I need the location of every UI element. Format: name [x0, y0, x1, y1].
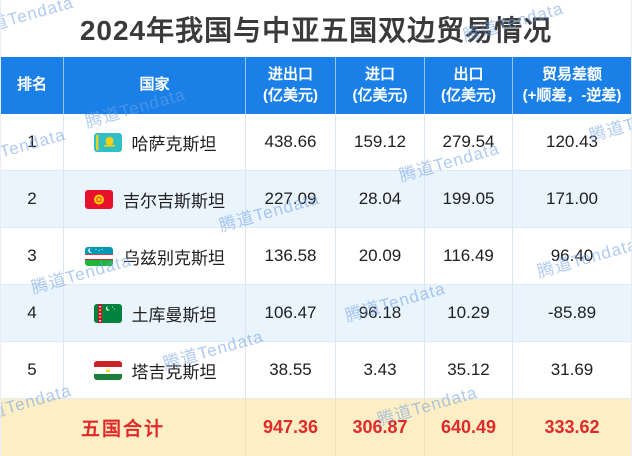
- total-row: 五国合计 947.36 306.87 640.49 333.62: [1, 399, 631, 456]
- trade-balance-value: 171.00: [513, 171, 631, 228]
- turkmenistan-flag-icon: [93, 303, 122, 323]
- total-trade-value: 136.58: [246, 228, 336, 285]
- table-row: 2 吉尔吉斯斯坦 227.09 28.04 199.05 171.00: [1, 171, 631, 228]
- country-cell: 塔吉克斯坦: [64, 342, 246, 399]
- rank-value: 5: [1, 342, 64, 399]
- rank-value: 4: [1, 285, 64, 342]
- imports-value: 28.04: [336, 171, 425, 228]
- country-name: 吉尔吉斯斯坦: [123, 191, 225, 211]
- rank-value: 2: [1, 171, 64, 228]
- header-trade-balance: 贸易差额 (+顺差，-逆差): [522, 66, 622, 104]
- header-exports: 出口 (亿美元): [425, 57, 513, 114]
- trade-balance-sum: 333.62: [513, 399, 631, 456]
- imports-value: 20.09: [336, 228, 425, 285]
- table-row: 3 乌兹: [1, 228, 631, 285]
- table-row: 4: [1, 285, 631, 342]
- exports-value: 279.54: [425, 114, 513, 171]
- country-cell: 土库曼斯坦: [64, 285, 246, 342]
- title-bar: 2024年我国与中亚五国双边贸易情况: [1, 0, 631, 57]
- trade-balance-value: -85.89: [513, 285, 631, 342]
- total-trade-value: 227.09: [246, 171, 336, 228]
- trade-balance-value: 31.69: [513, 342, 631, 399]
- exports-sum: 640.49: [425, 399, 513, 456]
- country-cell: 哈萨克斯坦: [64, 114, 246, 171]
- table-header-row: 排名 国家 进出口 (亿美元) 进口 (亿美元) 出口 (亿美元) 贸易差额 (…: [1, 57, 631, 114]
- country-name: 哈萨克斯坦: [131, 134, 217, 154]
- total-trade-sum: 947.36: [246, 399, 336, 456]
- rank-value: 3: [1, 228, 64, 285]
- country-cell: 乌兹别克斯坦: [64, 228, 246, 285]
- page-title: 2024年我国与中亚五国双边贸易情况: [79, 14, 553, 46]
- total-trade-value: 106.47: [246, 285, 336, 342]
- tajikistan-flag-icon: [93, 360, 122, 380]
- table-row: 5 塔吉克斯坦 38.55 3.43: [1, 342, 631, 399]
- header-total-trade: 进出口 (亿美元): [246, 57, 336, 114]
- table-row: 1 哈萨克斯坦 438.66 159.12 279.54 120.43: [1, 114, 631, 171]
- header-imports: 进口 (亿美元): [336, 57, 425, 114]
- rank-value: 1: [1, 114, 64, 171]
- uzbekistan-flag-icon: [85, 246, 113, 266]
- exports-value: 35.12: [425, 342, 513, 399]
- exports-value: 10.29: [425, 285, 513, 342]
- trade-balance-value: 120.43: [513, 114, 631, 171]
- header-rank: 排名: [1, 57, 64, 114]
- country-cell: 吉尔吉斯斯坦: [64, 171, 246, 228]
- kyrgyzstan-flag-icon: [85, 189, 113, 209]
- imports-sum: 306.87: [336, 399, 425, 456]
- total-trade-value: 38.55: [246, 342, 336, 399]
- imports-value: 96.18: [336, 285, 425, 342]
- imports-value: 159.12: [336, 114, 425, 171]
- trade-table: 排名 国家 进出口 (亿美元) 进口 (亿美元) 出口 (亿美元) 贸易差额 (…: [1, 57, 631, 456]
- kazakhstan-flag-icon: [93, 132, 122, 152]
- exports-value: 116.49: [425, 228, 513, 285]
- country-name: 塔吉克斯坦: [131, 362, 217, 382]
- imports-value: 3.43: [336, 342, 425, 399]
- header-country: 国家: [64, 57, 246, 114]
- country-name: 乌兹别克斯坦: [123, 248, 225, 268]
- exports-value: 199.05: [425, 171, 513, 228]
- total-trade-value: 438.66: [246, 114, 336, 171]
- country-name: 土库曼斯坦: [131, 305, 217, 325]
- total-row-label: 五国合计: [1, 399, 246, 456]
- trade-balance-value: 96.40: [513, 228, 631, 285]
